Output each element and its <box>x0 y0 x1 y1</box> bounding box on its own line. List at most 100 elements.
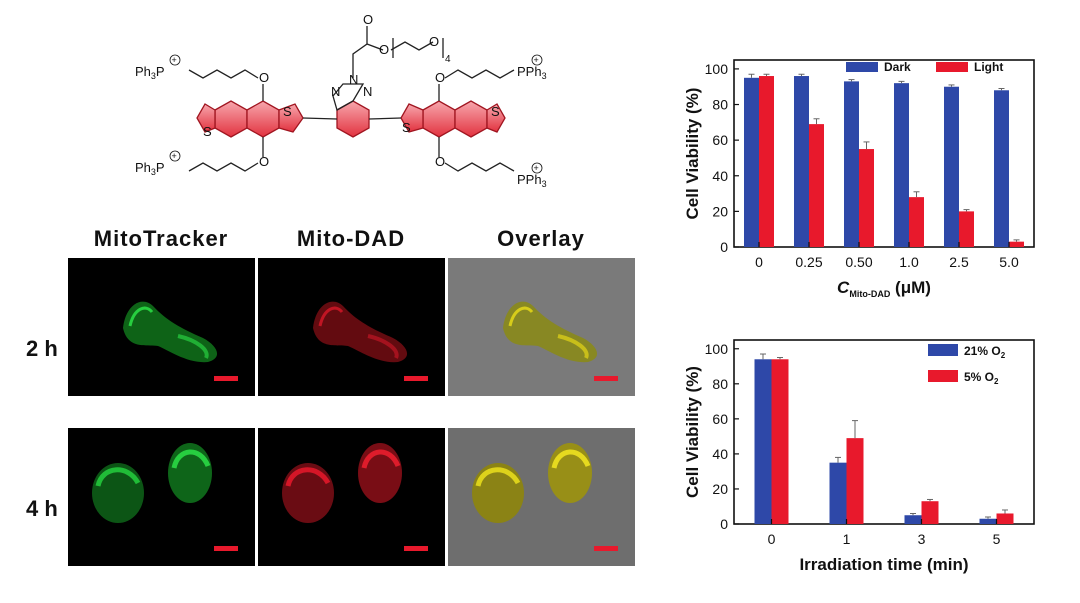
y-tick-label: 80 <box>712 97 728 113</box>
x-tick-label: 0.25 <box>795 254 822 270</box>
svg-text:Ph3P: Ph3P <box>135 64 165 81</box>
column-header-mitotracker: MitoTracker <box>93 226 229 251</box>
y-tick-label: 0 <box>720 516 728 532</box>
peg-repeat-label: 4 <box>445 54 451 65</box>
scale-bar <box>214 376 238 381</box>
image-4h-overlay <box>448 428 635 566</box>
image-4h-mito-dad <box>258 428 445 566</box>
y-axis-label: Cell Viability (%) <box>683 88 702 220</box>
bar <box>959 211 974 247</box>
legend-swatch <box>846 62 878 72</box>
bar <box>844 81 859 247</box>
y-tick-label: 20 <box>712 481 728 497</box>
legend-swatch <box>928 344 958 356</box>
scale-bar <box>404 376 428 381</box>
x-axis-label-unit: (μM) <box>890 278 931 297</box>
bar <box>809 124 824 247</box>
oxygen-label: O <box>435 70 445 85</box>
bar <box>794 76 809 248</box>
structure-bonds <box>188 26 515 172</box>
x-tick-label: 5 <box>993 531 1001 547</box>
legend-label: Dark <box>884 60 911 74</box>
x-axis-label: Irradiation time (min) <box>799 555 968 574</box>
plot-frame <box>733 59 1035 248</box>
sulfur-label: S <box>203 124 212 139</box>
scale-bar <box>404 546 428 551</box>
image-2h-overlay <box>448 258 635 396</box>
image-4h-mitotracker <box>68 428 255 566</box>
x-axis-label-sub: Mito-DAD <box>849 289 890 299</box>
carbonyl-oxygen-label: O <box>363 12 373 27</box>
legend-label-sub: 2 <box>1001 351 1006 360</box>
positive-charge: + <box>172 151 177 161</box>
sulfur-label: S <box>283 104 292 119</box>
bar <box>894 83 909 248</box>
image-2h-mito-dad <box>258 258 445 396</box>
y-tick-label: 40 <box>712 446 728 462</box>
x-tick-label: 1.0 <box>899 254 919 270</box>
column-header-mito-dad: Mito-DAD <box>296 226 406 251</box>
mito-dad-structure: O O O O O O O 4 N N N S S S S Ph3P Ph3P … <box>135 12 547 189</box>
x-tick-label: 5.0 <box>999 254 1019 270</box>
viability-irradiation-chart: 0 20 40 60 80 100 0 1 3 5 Cell Viability (%) Irradi… <box>683 339 1035 574</box>
y-tick-label: 0 <box>720 239 728 255</box>
plot-frame <box>733 339 1035 525</box>
y-tick-label: 100 <box>705 341 729 357</box>
legend-label-text: Dark <box>884 60 911 74</box>
scale-bar <box>594 376 618 381</box>
legend-label-text: Light <box>974 60 1003 74</box>
y-tick-label: 60 <box>712 411 728 427</box>
legend-label: 5% O2 <box>964 370 999 386</box>
y-tick-label: 80 <box>712 376 728 392</box>
bar <box>744 77 759 247</box>
bar <box>771 359 789 524</box>
positive-charge: + <box>534 163 539 173</box>
legend-swatch <box>936 62 968 72</box>
svg-text:Ph3P: Ph3P <box>135 160 165 177</box>
legend-label-text: 5% O <box>964 370 994 384</box>
nitrogen-label: N <box>363 84 372 99</box>
y-tick-label: 40 <box>712 168 728 184</box>
legend-swatch <box>928 370 958 382</box>
x-tick-label: 0.50 <box>845 254 872 270</box>
scale-bar <box>214 546 238 551</box>
ester-oxygen-label: O <box>379 42 389 57</box>
legend-label: 21% O2 <box>964 344 1006 360</box>
row-label-4h: 4 h <box>26 496 58 521</box>
sulfur-label: S <box>491 104 500 119</box>
structure-labels: O O O O O O O 4 N N N S S S S Ph3P Ph3P … <box>135 12 547 189</box>
bar <box>754 359 772 524</box>
x-tick-label: 2.5 <box>949 254 969 270</box>
nitrogen-label: N <box>349 72 358 87</box>
legend-label-sub: 2 <box>994 377 999 386</box>
positive-charge: + <box>534 55 539 65</box>
sulfur-label: S <box>402 120 411 135</box>
x-tick-label: 3 <box>918 531 926 547</box>
y-tick-label: 20 <box>712 203 728 219</box>
bar <box>904 515 922 524</box>
viability-concentration-chart: 0 20 40 60 80 100 0 0.25 0.50 1.0 2.5 5.0 Cell Viabi… <box>683 59 1035 299</box>
legend-label: Light <box>974 60 1003 74</box>
x-tick-label: 1 <box>843 531 851 547</box>
x-axis-label-main: C <box>837 278 850 297</box>
ether-oxygen-label: O <box>429 34 439 49</box>
bar <box>859 149 874 247</box>
x-tick-label: 0 <box>755 254 763 270</box>
svg-text:PPh3: PPh3 <box>517 172 547 189</box>
y-axis-label: Cell Viability (%) <box>683 366 702 498</box>
bar <box>829 462 847 524</box>
svg-text:PPh3: PPh3 <box>517 64 547 81</box>
oxygen-label: O <box>435 154 445 169</box>
oxygen-label: O <box>259 154 269 169</box>
bar <box>944 86 959 247</box>
bar <box>1009 241 1024 247</box>
row-label-2h: 2 h <box>26 336 58 361</box>
y-tick-label: 100 <box>705 61 729 77</box>
oxygen-label: O <box>259 70 269 85</box>
x-axis-label: CMito-DAD (μM) <box>837 278 931 299</box>
legend-label-text: 21% O <box>964 344 1001 358</box>
nitrogen-label: N <box>331 84 340 99</box>
bar <box>996 513 1014 524</box>
bar <box>909 197 924 247</box>
column-header-overlay: Overlay <box>497 226 585 251</box>
